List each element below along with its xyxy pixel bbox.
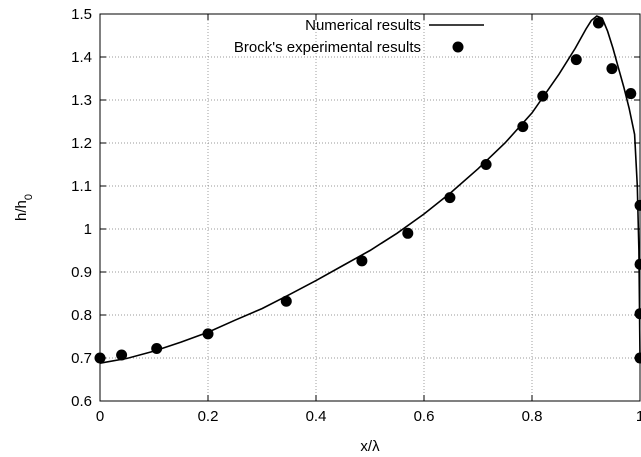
y-tick-label: 1 [84, 221, 92, 238]
legend-swatch-point [452, 41, 464, 53]
x-axis: 0 0.2 0.4 0.6 0.8 1 [96, 14, 641, 425]
y-tick-label: 1.5 [71, 6, 92, 23]
legend-label-experimental: Brock's experimental results [234, 39, 421, 56]
data-point-experimental [202, 328, 214, 340]
data-point-experimental [480, 159, 492, 170]
data-point-experimental [537, 90, 549, 102]
data-point-experimental [402, 227, 414, 239]
plot-frame [99, 13, 641, 402]
y-tick-label: 0.8 [71, 307, 92, 324]
x-tick-label: 0.4 [306, 408, 327, 425]
grid-lines [100, 14, 640, 401]
data-point-experimental [606, 63, 618, 75]
legend: Numerical results Brock's experimental re… [234, 17, 484, 56]
data-point-experimental [634, 258, 641, 270]
data-point-experimental [592, 17, 604, 29]
y-tick-label: 0.6 [71, 393, 92, 410]
y-axis-label-main: h/h [13, 200, 30, 221]
y-tick-label: 0.7 [71, 350, 92, 367]
data-point-experimental [151, 343, 163, 355]
legend-label-numerical: Numerical results [305, 17, 421, 34]
y-axis: 0.6 0.7 0.8 0.9 1 1.1 1.2 1.3 1.4 1.5 [71, 6, 640, 410]
data-point-experimental [570, 54, 582, 66]
x-tick-label: 0.6 [414, 408, 435, 425]
data-point-experimental [444, 192, 456, 204]
y-axis-label-subscript: 0 [23, 194, 35, 200]
x-tick-label: 0.2 [198, 408, 219, 425]
y-tick-label: 1.1 [71, 178, 92, 195]
y-tick-label: 1.3 [71, 92, 92, 109]
data-point-experimental [625, 88, 637, 100]
data-point-experimental [517, 121, 529, 133]
x-tick-label: 0 [96, 408, 104, 425]
data-point-experimental [634, 352, 641, 364]
x-axis-label: x/λ [360, 438, 380, 455]
series-layer [94, 15, 641, 364]
y-tick-label: 1.4 [71, 49, 92, 66]
data-point-experimental [116, 349, 128, 361]
data-point-experimental [94, 352, 106, 364]
x-tick-label: 0.8 [522, 408, 543, 425]
y-axis-label: h/h0 [13, 194, 35, 221]
series-line-numerical [99, 15, 641, 364]
y-tick-label: 0.9 [71, 264, 92, 281]
data-point-experimental [634, 199, 641, 211]
x-tick-label: 1 [636, 408, 641, 425]
data-point-experimental [634, 308, 641, 320]
data-point-experimental [356, 255, 368, 267]
data-point-experimental [280, 295, 292, 307]
y-tick-label: 1.2 [71, 135, 92, 152]
